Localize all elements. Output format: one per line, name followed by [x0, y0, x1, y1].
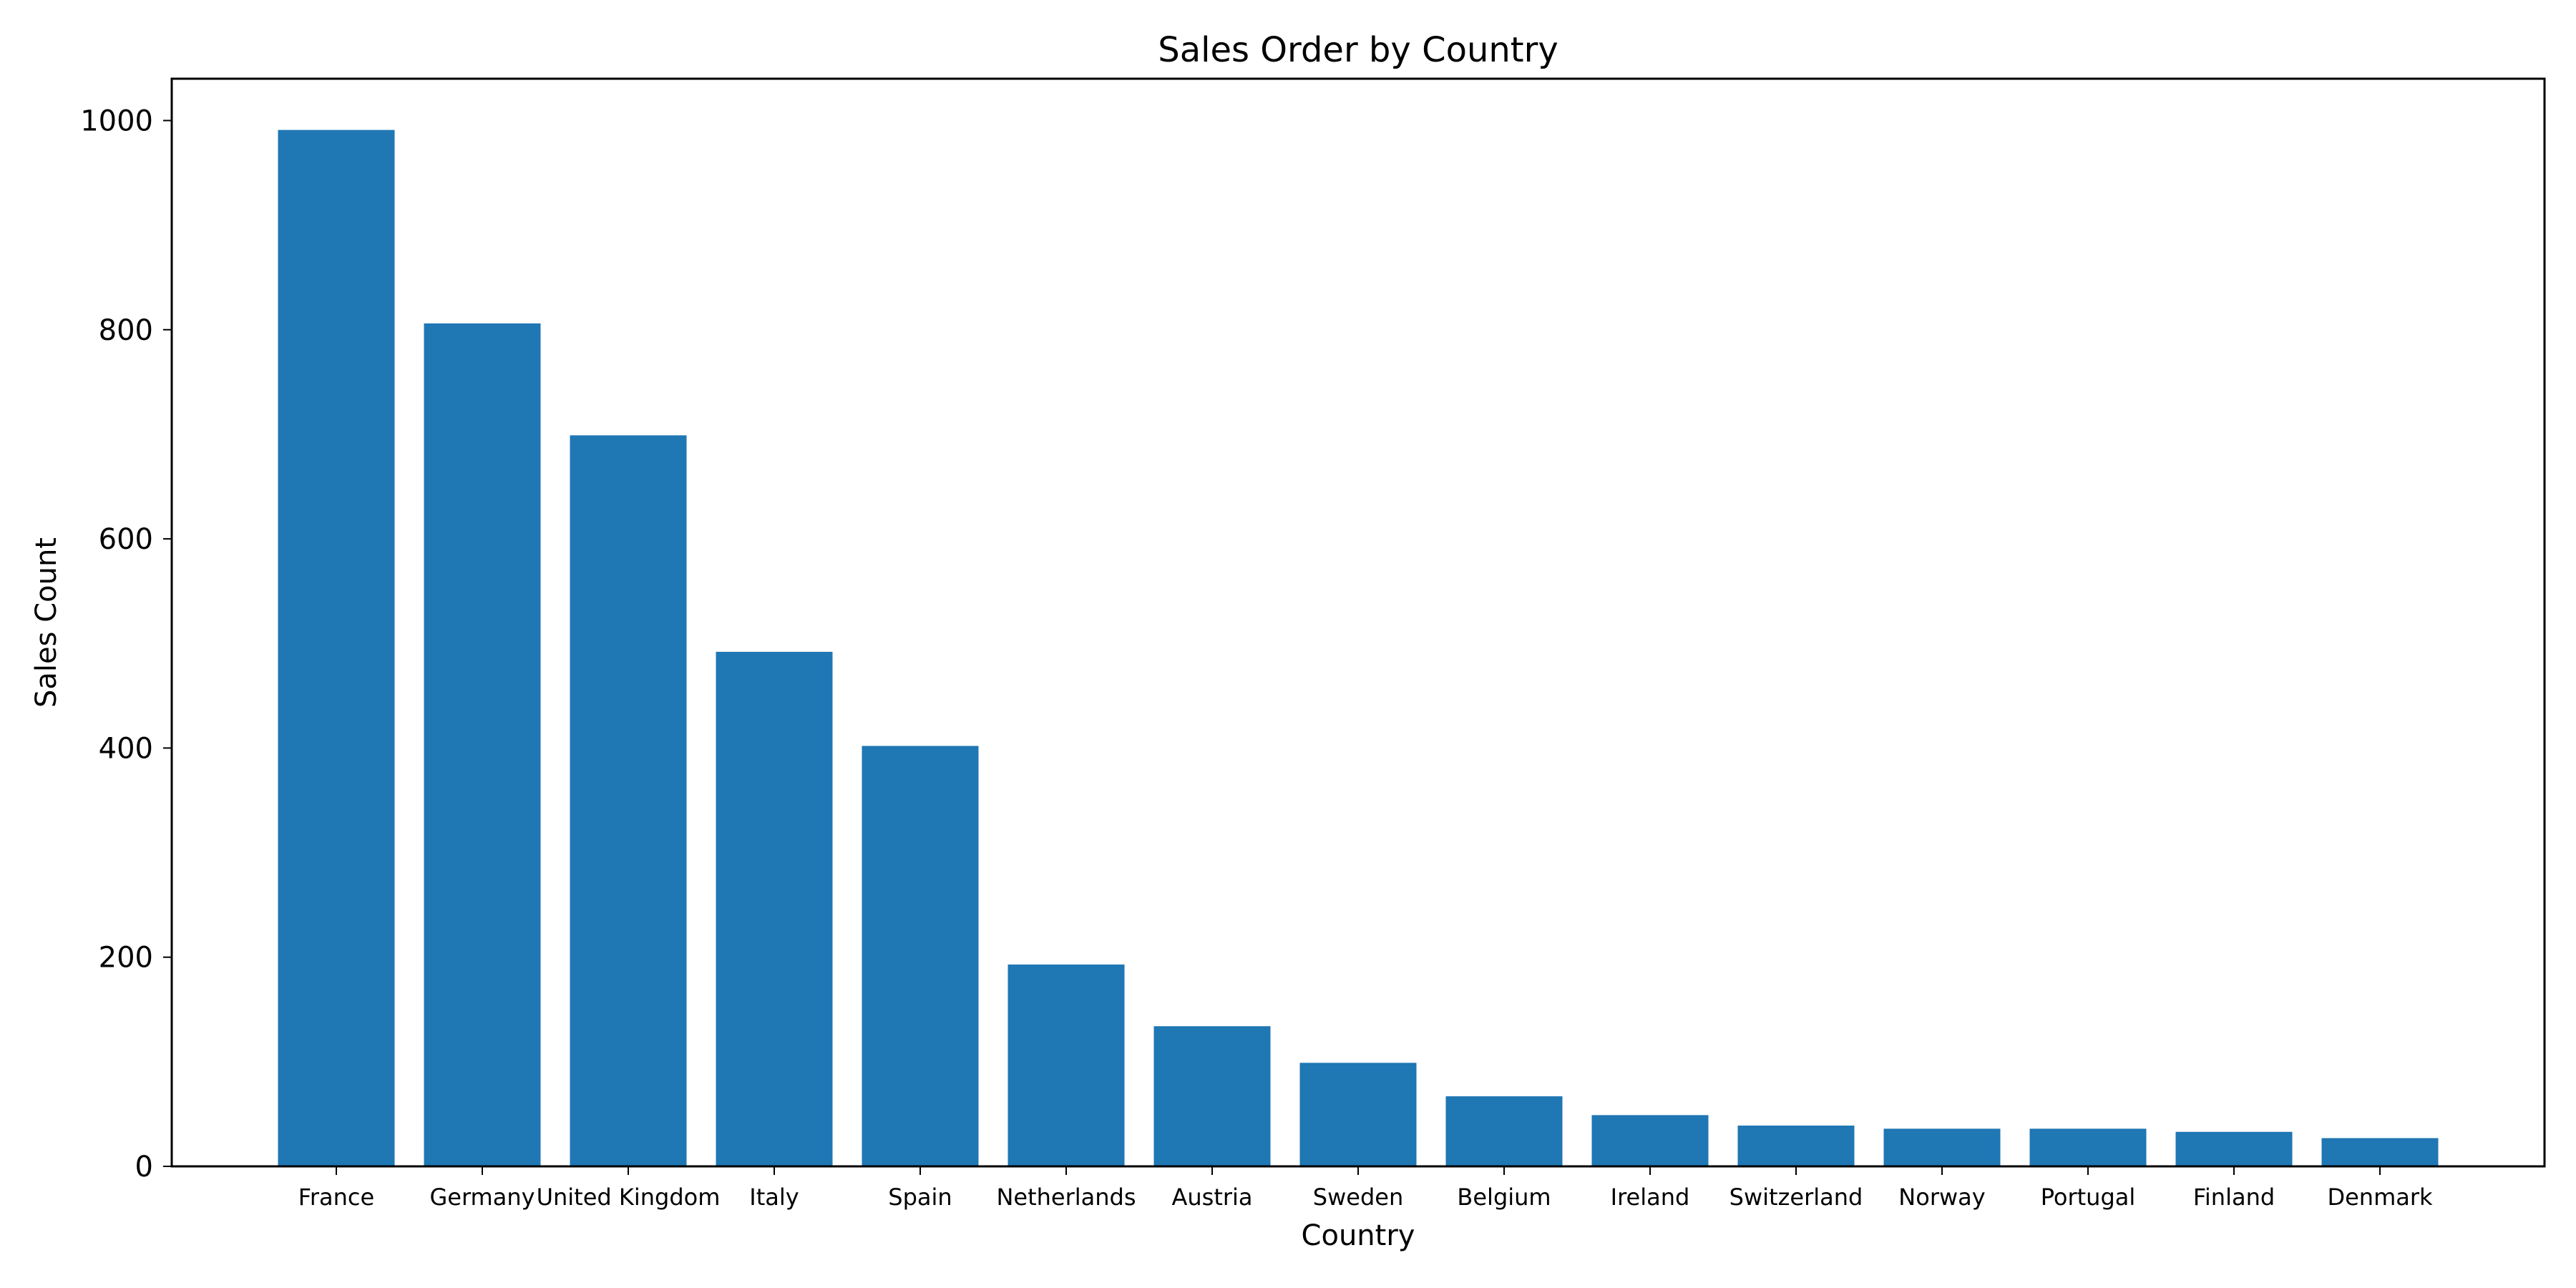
x-tick-label: Switzerland — [1729, 1184, 1863, 1211]
bar-switzerland — [1737, 1126, 1855, 1166]
y-axis-label: Sales Count — [30, 537, 63, 708]
bar-italy — [716, 651, 833, 1166]
x-tick-label: Finland — [2193, 1184, 2275, 1211]
x-tick-label: Denmark — [2327, 1184, 2433, 1211]
x-tick-label: Portugal — [2041, 1184, 2136, 1211]
y-tick-label: 0 — [135, 1151, 153, 1184]
x-tick-label: France — [298, 1184, 374, 1211]
x-tick-label: Italy — [749, 1184, 799, 1211]
bar-austria — [1153, 1026, 1271, 1166]
bar-france — [278, 130, 395, 1167]
bar-norway — [1883, 1128, 2001, 1166]
y-axis-ticks: 0 200 400 600 800 1000 — [80, 104, 172, 1184]
y-tick-label: 1000 — [80, 104, 153, 137]
x-tick-label: Sweden — [1313, 1184, 1403, 1211]
y-tick-label: 400 — [99, 732, 153, 765]
bar-ireland — [1591, 1115, 1709, 1166]
bar-netherlands — [1008, 964, 1125, 1166]
x-axis-label: Country — [1302, 1219, 1415, 1252]
x-tick-label: Germany — [429, 1184, 535, 1211]
bar-denmark — [2321, 1138, 2439, 1166]
x-tick-label: Norway — [1898, 1184, 1985, 1211]
y-tick-label: 200 — [99, 942, 153, 975]
x-tick-label: Spain — [888, 1184, 952, 1211]
x-axis-ticks: France Germany United Kingdom Italy Spain Net… — [298, 1166, 2433, 1211]
y-tick-label: 800 — [99, 314, 153, 347]
x-tick-label: Netherlands — [996, 1184, 1136, 1211]
bar-belgium — [1445, 1096, 1563, 1166]
bar-germany — [424, 323, 541, 1166]
plot-frame — [170, 77, 2546, 1168]
bars-layer — [278, 130, 2439, 1167]
x-tick-label: Austria — [1171, 1184, 1252, 1211]
bar-sweden — [1299, 1063, 1417, 1166]
bar-portugal — [2029, 1128, 2147, 1166]
chart-title: Sales Order by Country — [1158, 30, 1558, 70]
x-tick-label: Belgium — [1457, 1184, 1551, 1211]
y-tick-label: 600 — [99, 523, 153, 556]
bar-spain — [862, 746, 979, 1166]
bar-finland — [2175, 1131, 2293, 1166]
bar-united-kingdom — [570, 435, 687, 1166]
x-tick-label: Ireland — [1611, 1184, 1690, 1211]
x-tick-label: United Kingdom — [537, 1184, 721, 1211]
